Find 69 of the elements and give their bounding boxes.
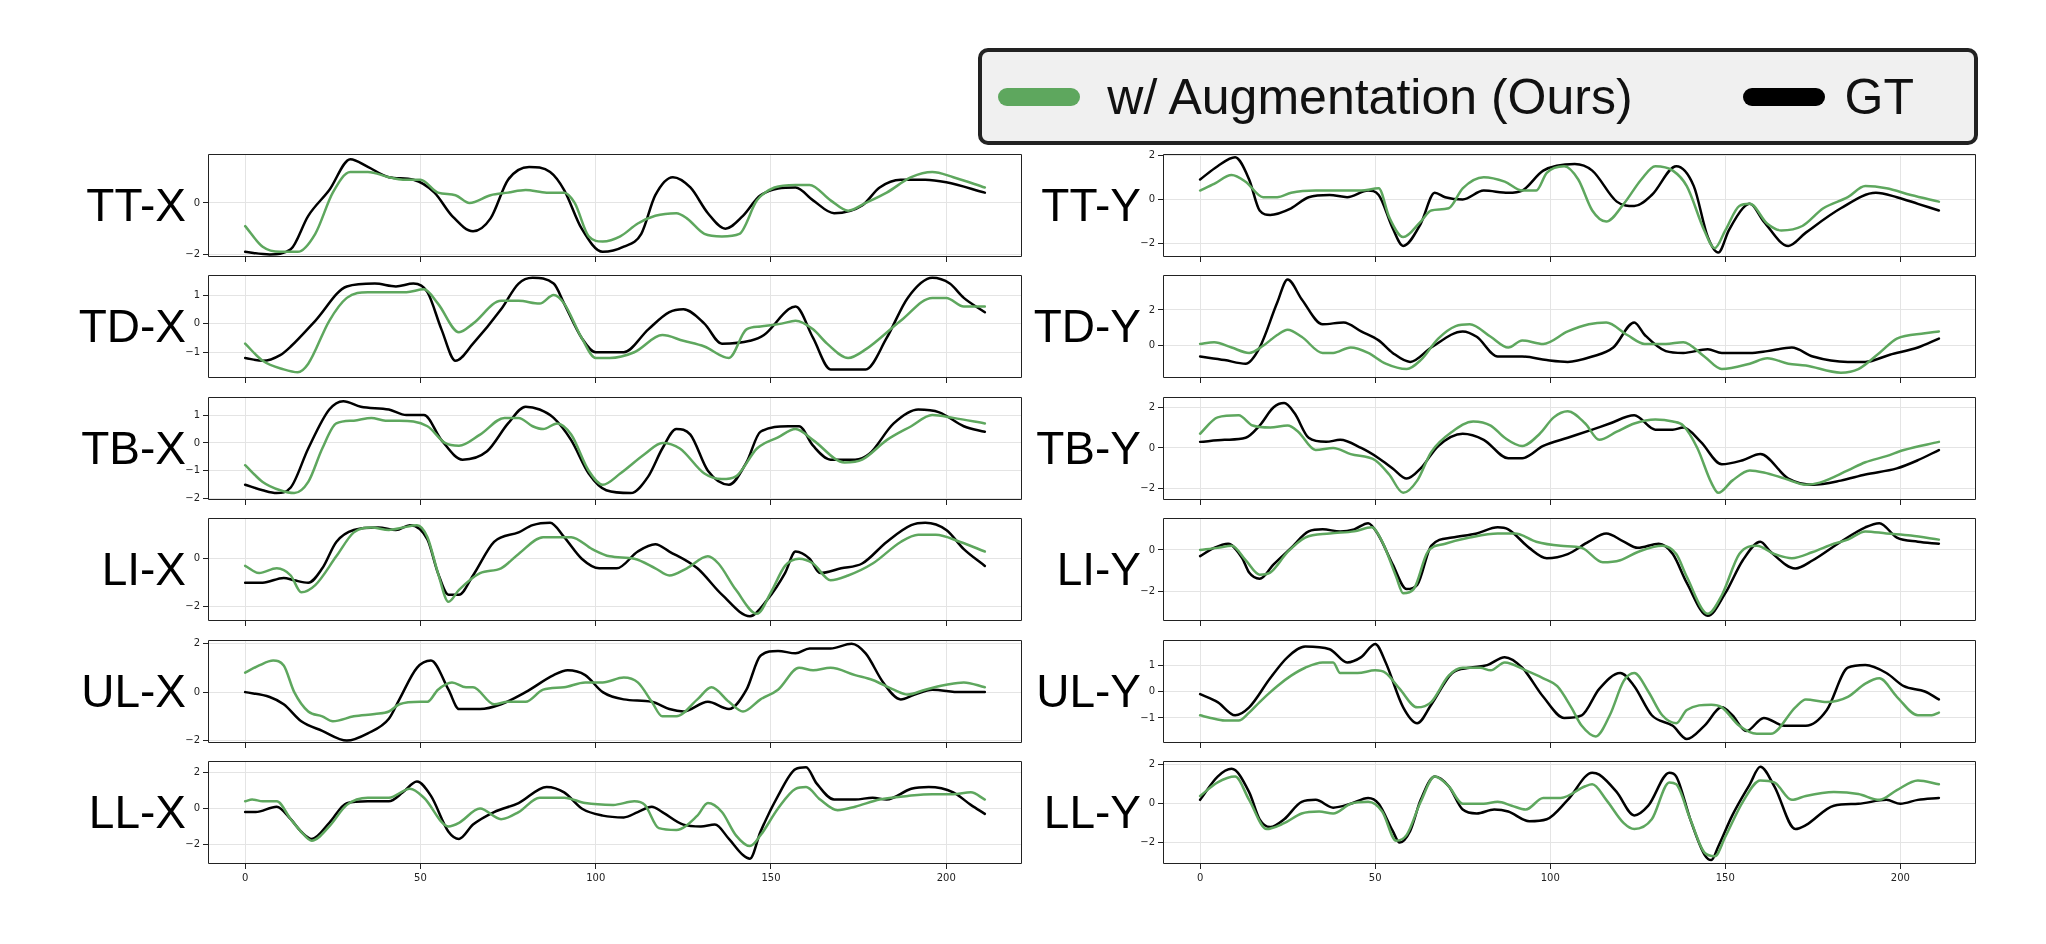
y-tick-label: 0 bbox=[1148, 543, 1155, 555]
line-series bbox=[243, 288, 987, 374]
y-axis-title: TT-Y bbox=[1041, 179, 1141, 231]
y-tick-label: −2 bbox=[185, 248, 200, 260]
y-tick-label: −2 bbox=[185, 837, 200, 849]
y-axis-title: TD-Y bbox=[1033, 300, 1141, 352]
y-tick-label: −2 bbox=[1140, 836, 1155, 848]
y-axis-title: TD-X bbox=[78, 300, 186, 352]
y-tick-label: −1 bbox=[1140, 711, 1155, 723]
legend-label: GT bbox=[1844, 68, 1914, 125]
y-tick-label: 1 bbox=[1148, 658, 1155, 670]
y-tick-label: 2 bbox=[1148, 148, 1155, 160]
y-tick-label: −1 bbox=[185, 345, 200, 357]
line-series bbox=[1198, 661, 1941, 738]
line-series bbox=[243, 785, 987, 848]
legend-label: w/ Augmentation (Ours) bbox=[1107, 68, 1633, 125]
y-tick-label: 0 bbox=[1148, 339, 1155, 351]
x-tick-label: 100 bbox=[586, 871, 606, 883]
y-tick-label: 2 bbox=[193, 766, 200, 778]
x-tick-label: 150 bbox=[1715, 871, 1735, 883]
y-axis-title: LL-X bbox=[88, 786, 186, 838]
x-tick-label: 50 bbox=[1368, 871, 1382, 883]
y-tick-label: 0 bbox=[193, 552, 200, 564]
line-series bbox=[1198, 410, 1941, 495]
line-series bbox=[1198, 321, 1941, 374]
y-tick-label: 2 bbox=[1148, 400, 1155, 412]
y-tick-label: 0 bbox=[1148, 441, 1155, 453]
y-tick-label: −2 bbox=[1140, 237, 1155, 249]
y-axis-title: TT-X bbox=[86, 179, 186, 231]
y-tick-label: 2 bbox=[1148, 758, 1155, 770]
line-series bbox=[243, 276, 987, 371]
y-axis-title: UL-X bbox=[81, 665, 186, 717]
x-tick-label: 0 bbox=[241, 871, 249, 883]
y-tick-label: 2 bbox=[1148, 303, 1155, 315]
y-tick-label: −2 bbox=[185, 734, 200, 746]
x-tick-label: 100 bbox=[1540, 871, 1560, 883]
line-series bbox=[1198, 278, 1941, 365]
x-tick-label: 50 bbox=[414, 871, 427, 883]
line-series bbox=[243, 157, 987, 256]
y-axis-title: TB-Y bbox=[1036, 422, 1141, 474]
y-tick-label: 0 bbox=[193, 685, 200, 697]
y-tick-label: 0 bbox=[1148, 797, 1155, 809]
x-tick-label: 200 bbox=[936, 871, 956, 883]
y-tick-label: 0 bbox=[193, 436, 200, 448]
y-tick-label: 1 bbox=[193, 408, 200, 420]
line-series bbox=[243, 659, 987, 723]
y-tick-label: −2 bbox=[185, 600, 200, 612]
x-tick-label: 150 bbox=[761, 871, 781, 883]
y-tick-label: −2 bbox=[1140, 584, 1155, 596]
y-axis-title: TB-X bbox=[81, 422, 186, 474]
y-tick-label: 0 bbox=[193, 802, 200, 814]
y-tick-label: 2 bbox=[193, 637, 200, 649]
y-tick-label: −1 bbox=[185, 464, 200, 476]
line-series bbox=[243, 642, 987, 742]
line-series bbox=[243, 170, 987, 254]
y-tick-label: 0 bbox=[193, 317, 200, 329]
y-axis-title: LL-Y bbox=[1043, 786, 1141, 838]
y-tick-label: −2 bbox=[185, 492, 200, 504]
y-axis-title: LI-X bbox=[101, 543, 186, 595]
y-axis-title: UL-Y bbox=[1036, 665, 1141, 717]
y-tick-label: −2 bbox=[1140, 482, 1155, 494]
line-series bbox=[1198, 401, 1941, 486]
y-tick-label: 0 bbox=[1148, 685, 1155, 697]
y-tick-label: 0 bbox=[1148, 193, 1155, 204]
y-tick-label: 1 bbox=[193, 288, 200, 300]
y-axis-title: LI-Y bbox=[1056, 543, 1141, 595]
x-tick-label: 200 bbox=[1890, 871, 1910, 883]
y-tick-label: 0 bbox=[193, 196, 200, 208]
x-tick-label: 0 bbox=[1196, 871, 1204, 883]
